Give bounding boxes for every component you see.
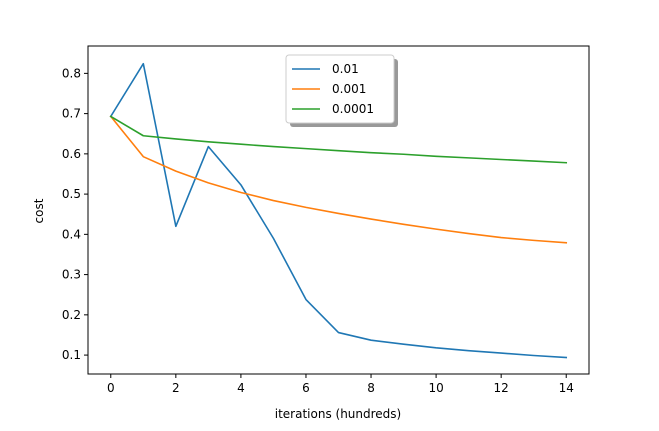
axes-frame bbox=[87, 45, 590, 375]
y-tick-label: 0.8 bbox=[62, 66, 81, 80]
legend-label-0.001: 0.001 bbox=[332, 82, 366, 96]
x-tick-label: 4 bbox=[237, 381, 245, 395]
x-tick-label: 0 bbox=[107, 381, 115, 395]
y-tick-label: 0.2 bbox=[62, 308, 81, 322]
x-axis: 0 2 4 6 8 10 12 14 bbox=[107, 374, 574, 395]
legend-box bbox=[285, 54, 395, 124]
legend: 0.01 0.001 0.0001 bbox=[285, 54, 398, 127]
x-tick-label: 2 bbox=[172, 381, 180, 395]
x-tick-label: 12 bbox=[494, 381, 509, 395]
series-line-0.001 bbox=[109, 115, 568, 244]
series-layer bbox=[109, 62, 568, 359]
series-line-0.0001 bbox=[109, 115, 568, 164]
legend-label-0.01: 0.01 bbox=[332, 62, 359, 76]
series-line-0.01 bbox=[109, 62, 568, 359]
plot-area: 0 2 4 6 8 10 12 14 0.1 0.2 0.3 0.4 0.5 0.6 0.7 0.8 bbox=[62, 45, 590, 395]
y-tick-label: 0.3 bbox=[62, 268, 81, 282]
y-tick-label: 0.5 bbox=[62, 187, 81, 201]
x-tick-label: 10 bbox=[428, 381, 443, 395]
y-axis: 0.1 0.2 0.3 0.4 0.5 0.6 0.7 0.8 bbox=[62, 66, 88, 362]
x-tick-label: 6 bbox=[302, 381, 310, 395]
x-axis-label: iterations (hundreds) bbox=[275, 407, 401, 421]
y-axis-label: cost bbox=[32, 198, 46, 223]
y-tick-label: 0.4 bbox=[62, 227, 81, 241]
y-tick-label: 0.6 bbox=[62, 147, 81, 161]
legend-label-0.0001: 0.0001 bbox=[332, 102, 374, 116]
y-tick-label: 0.7 bbox=[62, 107, 81, 121]
x-tick-label: 8 bbox=[367, 381, 375, 395]
x-tick-label: 14 bbox=[559, 381, 574, 395]
y-tick-label: 0.1 bbox=[62, 348, 81, 362]
